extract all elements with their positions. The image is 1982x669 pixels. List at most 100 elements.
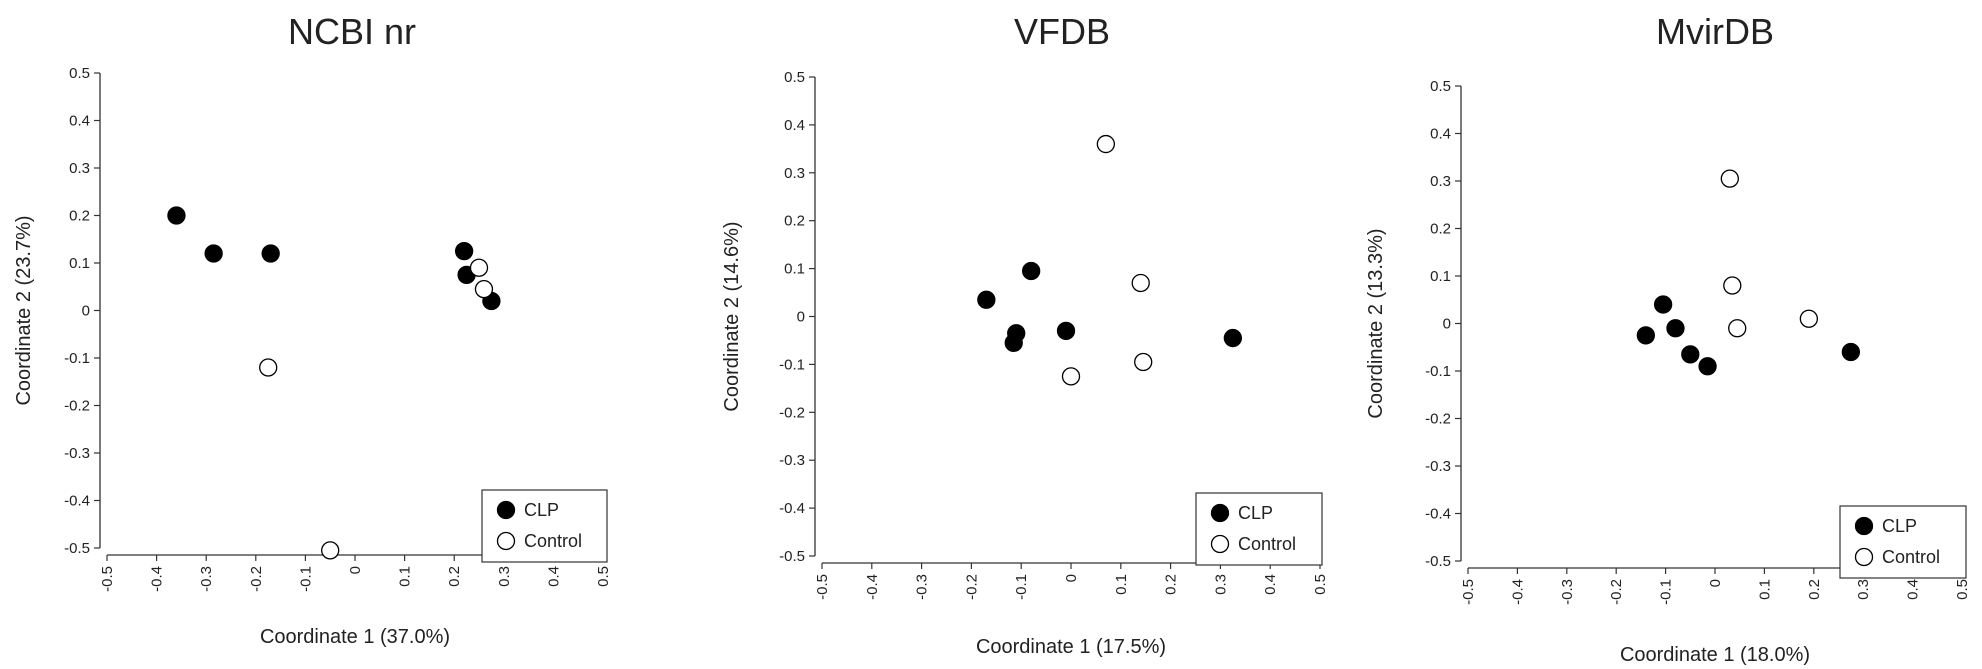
legend-clp-marker (1854, 516, 1874, 536)
legend: CLP Control (1839, 505, 1967, 579)
legend-label: Control (1882, 547, 1940, 567)
y-tick-label: -0.5 (1425, 553, 1451, 570)
x-tick-label: 0.2 (446, 566, 463, 587)
y-tick-label: 0.3 (1430, 173, 1451, 190)
x-tick-label: 0.1 (1756, 579, 1773, 600)
x-tick-label: 0.5 (1954, 579, 1971, 600)
control-data-point (469, 258, 489, 277)
clp-data-point (1666, 319, 1685, 338)
x-tick-label: 0.3 (496, 566, 513, 587)
x-tick-label: 0.2 (1163, 574, 1180, 595)
control-data-point (1799, 309, 1819, 328)
y-tick-label: -0.4 (779, 500, 805, 517)
x-tick-label: -0.3 (1559, 579, 1576, 605)
chart-panel-3: MvirDB 0.5 0.4 0.3 0.2 0.1 0 -0.1 -0.2 -0.3 -0.4 -0… (1365, 11, 1971, 666)
y-tick-label: -0.2 (779, 404, 805, 421)
chart-panel-1: NCBI nr 0.5 0.4 0.3 0.2 0.1 0 -0.1 -0.2 -0.3 -0.4 -… (13, 11, 612, 648)
x-tick-label: 0 (347, 566, 364, 574)
y-tick-label: 0.4 (1430, 126, 1451, 143)
legend-label: Control (524, 531, 582, 551)
control-data-point (1720, 169, 1739, 188)
y-tick-label: 0 (797, 309, 805, 326)
y-axis-title: Coordinate 2 (14.6%) (721, 221, 743, 411)
x-tick-label: 0.5 (595, 566, 612, 587)
y-tick-label: 0.5 (1430, 78, 1451, 95)
y-tick-label: 0.1 (69, 255, 90, 272)
y-tick-label: -0.4 (1425, 506, 1451, 523)
x-tick-label: -0.5 (99, 566, 116, 592)
y-tick-label: 0.5 (784, 69, 805, 86)
y-tick-label: 0.2 (1430, 221, 1451, 238)
x-tick-label: 0.5 (1312, 574, 1329, 595)
y-tick-label: -0.1 (64, 350, 90, 367)
y-tick-label: 0 (1443, 316, 1451, 333)
clp-data-point (1223, 328, 1242, 348)
x-tick-label: -0.4 (1509, 579, 1526, 605)
y-tick-label: 0 (82, 303, 90, 320)
clp-data-point (1653, 295, 1673, 314)
legend-label: CLP (1238, 503, 1273, 523)
y-tick-label: -0.4 (64, 493, 90, 510)
y-tick-label: 0.5 (69, 65, 90, 82)
control-data-point (321, 541, 340, 560)
clp-data-point (1056, 321, 1076, 341)
control-data-point (1131, 273, 1150, 293)
y-tick-label: 0.2 (784, 213, 805, 230)
legend: CLP Control (481, 489, 608, 563)
x-tick-label: 0 (1063, 574, 1080, 582)
legend-control-marker (1210, 534, 1230, 554)
y-tick-label: 0.2 (69, 208, 90, 225)
clp-data-point (167, 206, 186, 225)
x-tick-label: -0.2 (248, 566, 265, 592)
chart-panel-2: VFDB 0.5 0.4 0.3 0.2 0.1 0 -0.1 -0.2 -0.3 -0.4 -0.5… (721, 11, 1329, 658)
control-data-point (1134, 352, 1153, 372)
clp-data-point (977, 290, 996, 309)
y-axis-title: Coordinate 2 (13.3%) (1365, 228, 1387, 418)
legend-label: CLP (524, 500, 559, 520)
clp-data-point (1681, 345, 1700, 364)
y-tick-label: 0.3 (784, 165, 805, 182)
y-tick-label: -0.1 (779, 356, 805, 373)
x-tick-label: -0.4 (149, 566, 166, 592)
y-tick-label: 0.1 (784, 261, 805, 278)
x-tick-label: -0.2 (1608, 579, 1625, 605)
y-axis-title: Coordinate 2 (23.7%) (13, 215, 35, 405)
x-tick-label: 0.1 (397, 566, 414, 587)
y-tick-label: 0.3 (69, 160, 90, 177)
y-tick-label: -0.1 (1425, 363, 1451, 380)
clp-data-point (204, 244, 223, 263)
legend-control-marker (1854, 547, 1874, 567)
chart-title: MvirDB (1656, 11, 1774, 52)
y-tick-label: 0.4 (784, 117, 805, 134)
x-tick-label: -0.1 (1658, 579, 1675, 605)
x-tick-label: -0.4 (864, 574, 881, 600)
legend-label: CLP (1882, 516, 1917, 536)
chart-title: NCBI nr (288, 11, 416, 52)
x-tick-label: 0.4 (545, 566, 562, 587)
x-axis-title: Coordinate 1 (17.5%) (976, 636, 1166, 658)
legend-control-marker (496, 531, 516, 551)
x-tick-label: 0.4 (1262, 574, 1279, 595)
y-tick-label: 0.4 (69, 113, 90, 130)
x-tick-label: 0.2 (1806, 579, 1823, 600)
control-data-point (1061, 367, 1081, 386)
legend-clp-marker (1210, 503, 1230, 523)
y-tick-label: -0.2 (1425, 411, 1451, 428)
control-data-point (259, 358, 278, 377)
y-tick-label: -0.2 (64, 398, 90, 415)
x-axis-title: Coordinate 1 (18.0%) (1620, 644, 1810, 666)
clp-data-point (1004, 333, 1023, 352)
y-tick-label: -0.3 (64, 445, 90, 462)
clp-data-point (1698, 357, 1717, 376)
y-tick-label: -0.3 (779, 452, 805, 469)
x-tick-label: 0.3 (1855, 579, 1872, 600)
x-tick-label: 0.4 (1905, 579, 1922, 600)
clp-data-point (261, 244, 280, 263)
x-tick-label: -0.1 (297, 566, 314, 592)
control-data-point (474, 279, 494, 299)
clp-data-point (1841, 342, 1860, 362)
clp-data-point (1022, 261, 1041, 281)
control-data-point (1728, 319, 1747, 338)
x-tick-label: 0 (1707, 579, 1724, 587)
